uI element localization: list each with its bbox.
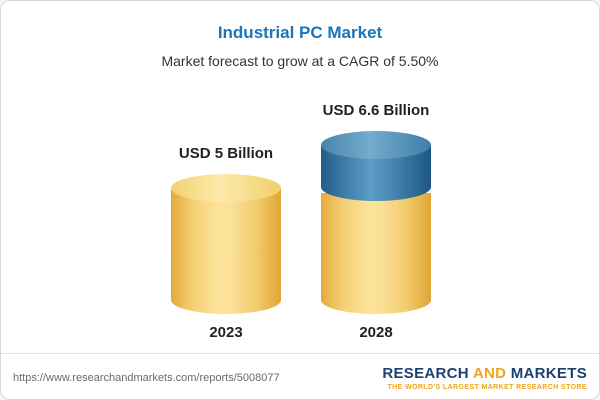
value-label-2028: USD 6.6 Billion bbox=[322, 102, 430, 119]
logo-wordmark: RESEARCH AND MARKETS bbox=[382, 365, 587, 382]
logo-tagline: THE WORLD'S LARGEST MARKET RESEARCH STOR… bbox=[387, 384, 587, 391]
category-label-2023: 2023 bbox=[209, 324, 243, 341]
bar-top-ellipse-2023 bbox=[171, 174, 281, 202]
category-label-2028: 2028 bbox=[359, 324, 393, 341]
research-and-markets-logo: RESEARCH AND MARKETS THE WORLD'S LARGEST… bbox=[382, 365, 587, 391]
bar-body-2028 bbox=[321, 193, 431, 314]
logo-word-research: RESEARCH bbox=[382, 365, 469, 382]
footer-divider bbox=[1, 353, 599, 354]
chart-subtitle: Market forecast to grow at a CAGR of 5.5… bbox=[161, 53, 439, 69]
logo-word-and: AND bbox=[472, 365, 507, 382]
bar-body-2023 bbox=[171, 188, 281, 314]
chart-title: Industrial PC Market bbox=[217, 23, 383, 42]
value-label-2023: USD 5 Billion bbox=[178, 145, 274, 162]
report-url: https://www.researchandmarkets.com/repor… bbox=[13, 372, 280, 384]
bar-cylinder-2023 bbox=[171, 174, 281, 314]
bar-group-2028: USD 6.6 Billion 2028 bbox=[311, 102, 441, 341]
bar-top-ellipse-2028 bbox=[321, 131, 431, 159]
logo-word-markets: MARKETS bbox=[510, 365, 587, 382]
bar-group-2023: USD 5 Billion 2023 bbox=[161, 145, 291, 341]
bar-cylinder-2028 bbox=[321, 131, 431, 314]
